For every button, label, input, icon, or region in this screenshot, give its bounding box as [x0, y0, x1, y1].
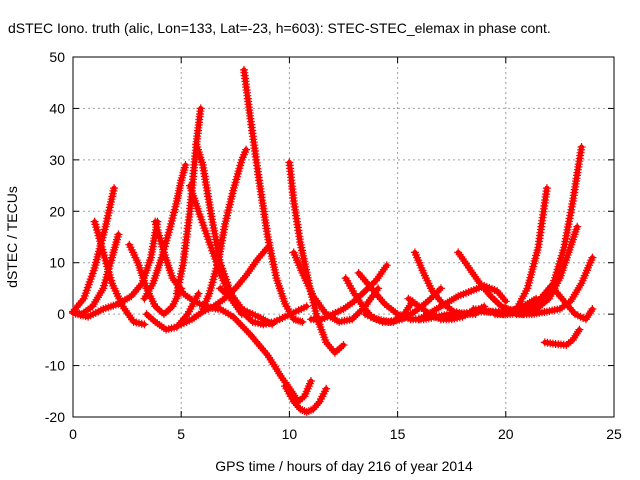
series-arc33	[512, 253, 597, 319]
y-tick-label: 20	[49, 203, 65, 219]
y-tick-label: -20	[45, 409, 65, 425]
chart-title: dSTEC Iono. truth (alic, Lon=133, Lat=-2…	[8, 20, 551, 36]
series-markers	[69, 217, 162, 321]
series-arc15	[240, 65, 307, 326]
y-axis-title: dSTEC / TECUs	[4, 186, 20, 288]
series-markers	[523, 281, 597, 324]
y-tick-label: 40	[49, 100, 65, 116]
series-markers	[281, 382, 331, 416]
series-arc26	[415, 281, 510, 324]
series-markers	[240, 65, 307, 326]
x-tick-label: 0	[69, 426, 77, 442]
y-tick-label: 30	[49, 152, 65, 168]
series-markers	[198, 145, 251, 313]
series-arc21	[307, 261, 391, 324]
y-tick-label: 50	[49, 49, 65, 65]
x-axis-title: GPS time / hours of day 216 of year 2014	[215, 458, 473, 474]
series-arc12	[192, 140, 277, 329]
series-markers	[307, 261, 391, 324]
y-tick-label: -10	[45, 358, 65, 374]
series-arc32	[523, 281, 597, 324]
series-markers	[540, 325, 584, 349]
series-arc13	[198, 145, 251, 313]
plot-frame	[72, 56, 615, 418]
series-markers	[415, 281, 510, 324]
data-series	[69, 65, 597, 416]
x-tick-label: 25	[606, 426, 622, 442]
series-arc17	[281, 382, 331, 416]
x-tick-label: 15	[390, 426, 406, 442]
grid-lines	[73, 57, 614, 417]
series-arc5	[125, 240, 186, 319]
x-tick-label: 5	[177, 426, 185, 442]
series-arc6	[140, 161, 190, 303]
series-markers	[501, 222, 582, 316]
series-markers	[216, 284, 311, 329]
tick-labels: 0 5 10 15 20 25 -20 -10 0 10 20 30 40 50	[45, 49, 622, 442]
series-markers	[90, 217, 149, 329]
series-arc3	[90, 217, 149, 329]
y-tick-label: 10	[49, 255, 65, 271]
x-tick-label: 20	[498, 426, 514, 442]
x-tick-label: 10	[282, 426, 298, 442]
y-tick-label: 0	[57, 306, 65, 322]
series-markers	[512, 253, 597, 319]
axis-ticks	[72, 56, 615, 418]
series-arc34	[540, 325, 584, 349]
series-trace	[70, 185, 117, 315]
series-arc4	[69, 217, 162, 321]
